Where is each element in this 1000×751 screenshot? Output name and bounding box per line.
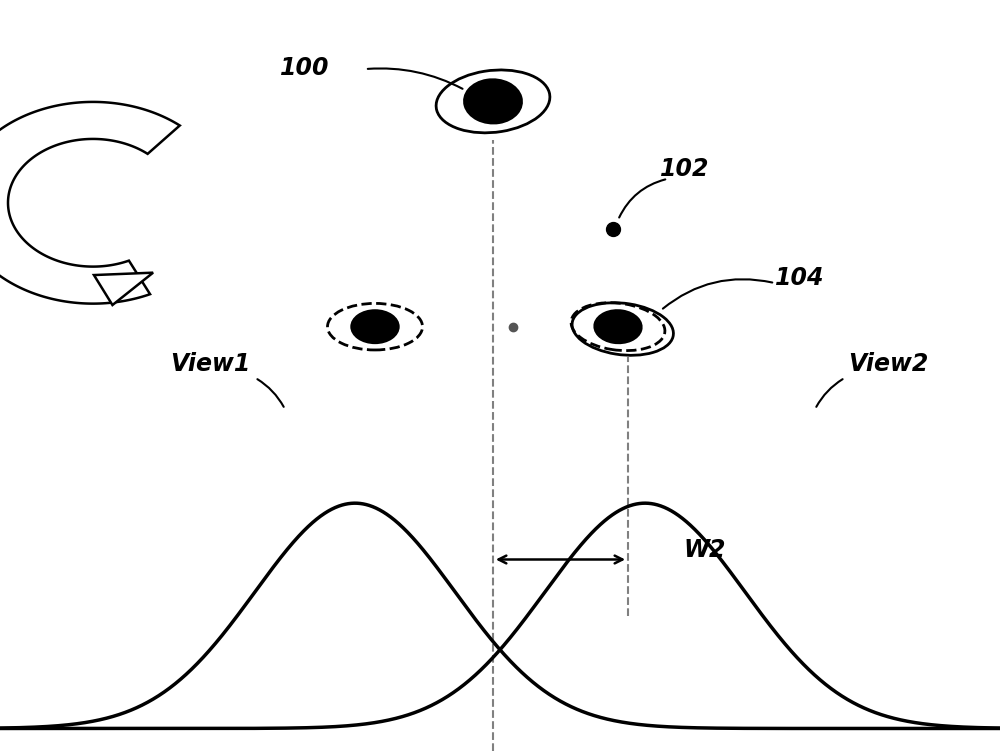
Polygon shape — [0, 102, 180, 303]
Text: View1: View1 — [170, 352, 250, 376]
Polygon shape — [94, 273, 153, 305]
Text: 100: 100 — [280, 56, 330, 80]
Ellipse shape — [463, 78, 523, 125]
Ellipse shape — [350, 309, 400, 344]
Text: View2: View2 — [848, 352, 928, 376]
Ellipse shape — [593, 309, 643, 344]
Text: W2: W2 — [684, 538, 726, 562]
Text: 102: 102 — [660, 157, 710, 181]
Text: 104: 104 — [775, 266, 825, 290]
